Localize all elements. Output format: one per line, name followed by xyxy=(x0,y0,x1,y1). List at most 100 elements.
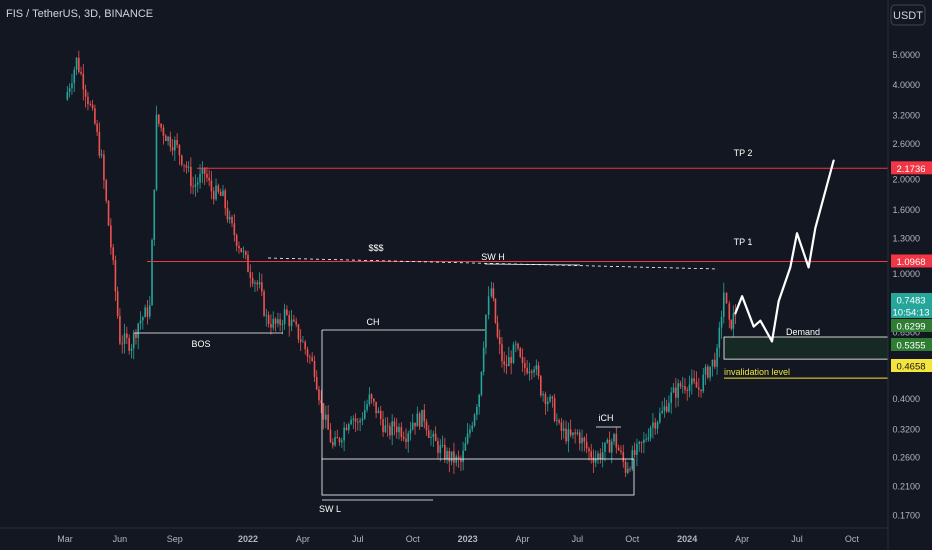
candle-body xyxy=(691,378,693,385)
price-tag[interactable]: 0.5355 xyxy=(891,338,932,352)
currency-button[interactable]: USDT xyxy=(890,4,926,26)
candle-body xyxy=(688,384,691,391)
candle-body xyxy=(277,319,279,324)
candle-body xyxy=(199,173,201,183)
candle-body xyxy=(158,114,160,124)
demand-zone xyxy=(723,336,889,360)
candle-body xyxy=(244,251,247,255)
candle-body xyxy=(510,357,512,364)
candle-body xyxy=(448,451,451,462)
time-tick-label: Mar xyxy=(57,534,73,544)
candle-body xyxy=(444,444,446,460)
candle-body xyxy=(341,440,343,443)
price-tag-background xyxy=(891,305,932,318)
candle-body xyxy=(679,383,682,387)
candle-body xyxy=(588,448,590,452)
candle-body xyxy=(652,422,654,428)
candle-body xyxy=(457,456,460,459)
candle-body xyxy=(192,186,194,188)
price-axis[interactable]: 5.0000 4.0000 3.2000 2.6000 2.0000 1.6000 1.30… xyxy=(887,0,932,550)
candle-body xyxy=(329,429,332,443)
price-tag[interactable]: 0.6299 xyxy=(891,319,932,333)
candle-body xyxy=(519,348,522,357)
candle-body xyxy=(87,96,89,105)
candle-body xyxy=(114,260,117,292)
price-tick-label: 5.0000 xyxy=(892,50,920,60)
price-tag[interactable]: 2.1736 xyxy=(891,161,932,175)
candle-body xyxy=(569,429,572,436)
candle-body xyxy=(155,114,158,190)
candle-body xyxy=(462,450,464,462)
price-tag[interactable]: 10:54:13 xyxy=(891,305,932,319)
candle-body xyxy=(466,433,469,444)
candle-body xyxy=(572,432,574,436)
candle-body xyxy=(590,451,593,458)
candle-body xyxy=(627,468,629,473)
price-tag[interactable]: 0.7483 xyxy=(891,293,932,307)
candle-body xyxy=(638,441,641,444)
tp1-label: TP 1 xyxy=(734,237,753,247)
candle-body xyxy=(556,420,558,421)
candle-body xyxy=(242,251,245,253)
swing-high-label: SW H xyxy=(481,252,505,262)
candle-body xyxy=(233,223,236,236)
candle-body xyxy=(169,136,172,148)
candle-body xyxy=(492,288,495,299)
candle-body xyxy=(251,277,254,284)
candle-body xyxy=(490,288,493,297)
time-axis[interactable]: Mar Jun Sep 2022 Apr Jul Oct 2023 Apr Jul Oct 2024 A… xyxy=(0,527,888,544)
candle-body xyxy=(130,348,133,351)
price-tag-background xyxy=(891,254,932,268)
price-tick-label: 1.6000 xyxy=(892,205,920,215)
candle-body xyxy=(327,414,329,430)
candle-body xyxy=(391,421,393,436)
candle-body xyxy=(663,406,666,411)
candle-body xyxy=(704,366,707,375)
candle-body xyxy=(649,427,652,438)
candle-body xyxy=(384,425,387,433)
price-tag-value: 1.0968 xyxy=(896,257,925,268)
candle-body xyxy=(135,332,137,338)
time-tick-label: 2022 xyxy=(238,534,258,544)
zone-layer xyxy=(723,336,889,360)
bos-label: BOS xyxy=(191,339,210,349)
candle-body xyxy=(94,108,96,124)
candle-body xyxy=(288,314,291,327)
candle-body xyxy=(640,441,643,443)
projected-path xyxy=(734,159,835,343)
candle-body xyxy=(164,135,167,142)
price-tag[interactable]: 1.0968 xyxy=(891,254,932,268)
price-tick-label: 0.1700 xyxy=(892,510,920,520)
candle-body xyxy=(187,166,190,168)
candle-body xyxy=(713,359,716,367)
candle-body xyxy=(709,366,711,378)
candle-body xyxy=(533,369,535,373)
candle-body xyxy=(105,180,108,201)
candle-body xyxy=(432,433,435,438)
candle-body xyxy=(82,73,85,90)
candle-body xyxy=(521,356,524,363)
price-tick-label: 0.2600 xyxy=(892,453,920,463)
candle-body xyxy=(677,383,679,398)
candle-body xyxy=(80,71,82,74)
candle-body xyxy=(464,443,467,451)
price-tick-label: 2.6000 xyxy=(892,139,920,149)
candle-body xyxy=(643,439,645,443)
candle-body xyxy=(540,376,542,396)
price-tick-label: 4.0000 xyxy=(892,80,920,90)
candle-body xyxy=(185,165,188,168)
candle-body xyxy=(112,247,114,261)
candle-body xyxy=(370,394,373,399)
candle-body xyxy=(562,428,565,431)
price-tag-value: 0.7483 xyxy=(896,296,925,307)
candle-body xyxy=(480,371,483,395)
price-tag[interactable]: 0.4658 xyxy=(891,359,932,373)
candle-body xyxy=(517,343,519,349)
candle-body xyxy=(544,394,547,405)
candle-body xyxy=(71,83,73,89)
price-tick-label: 0.4000 xyxy=(892,394,920,404)
candle-body xyxy=(126,333,128,338)
candle-body xyxy=(558,420,560,423)
candle-body xyxy=(238,245,240,249)
